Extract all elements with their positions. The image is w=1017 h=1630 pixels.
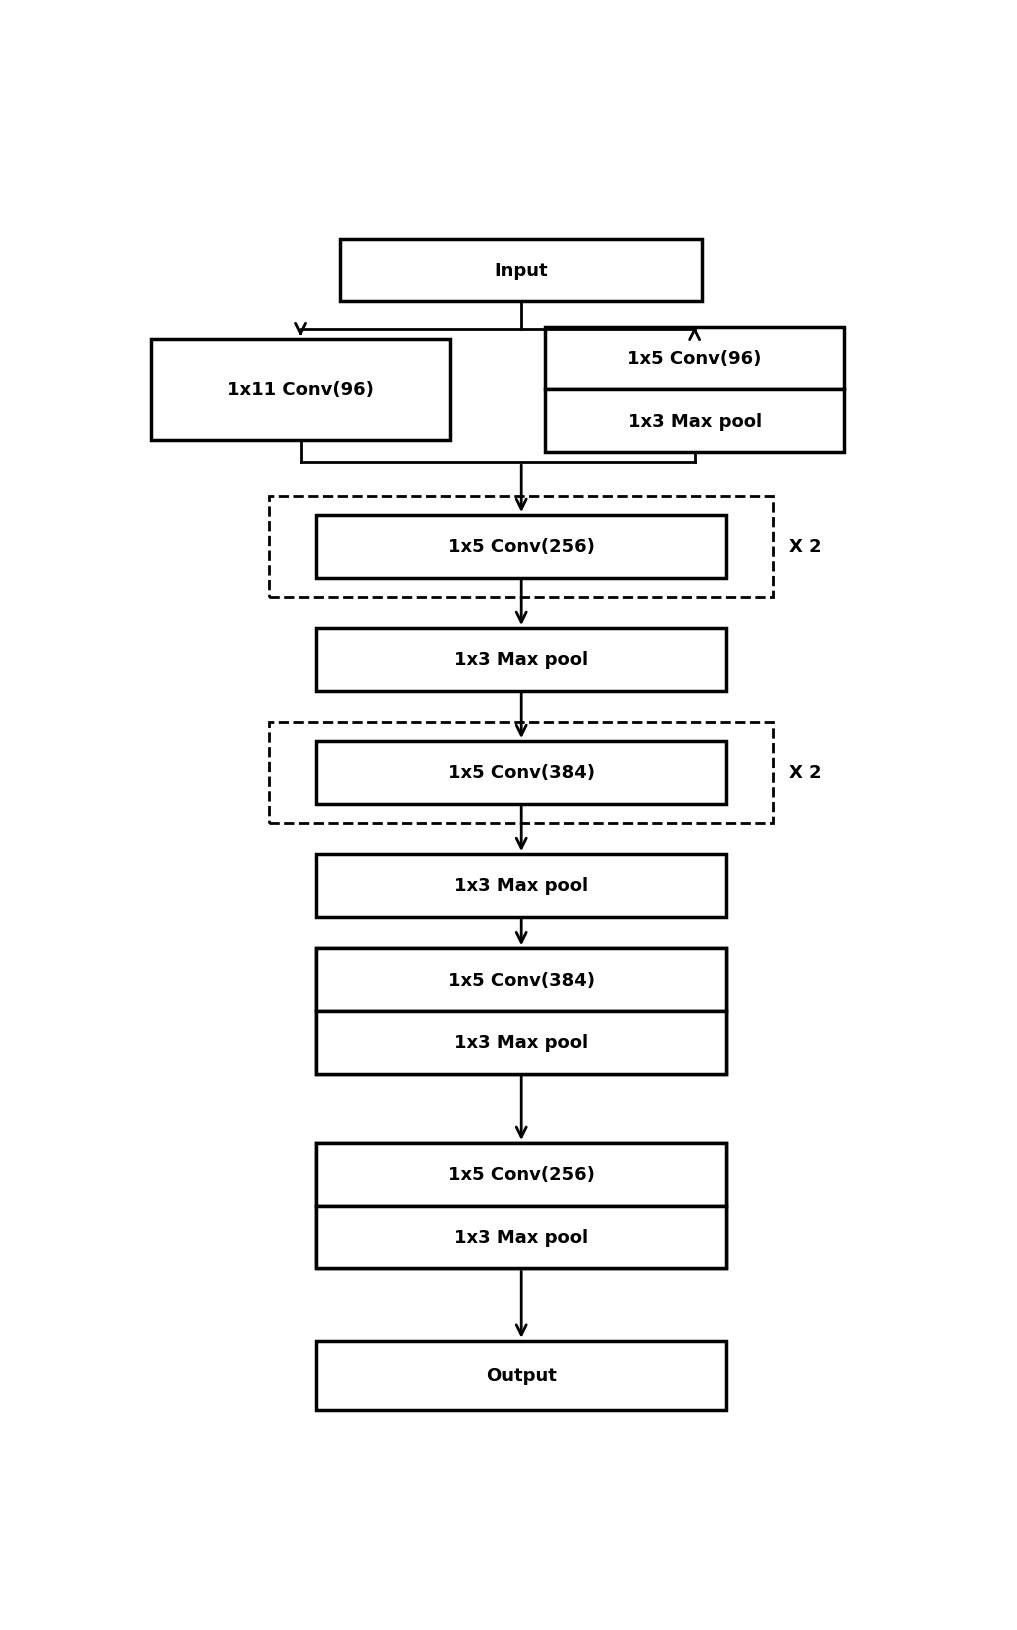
Bar <box>316 742 726 804</box>
Bar <box>316 1011 726 1074</box>
Text: 1x5 Conv(256): 1x5 Conv(256) <box>447 1165 595 1183</box>
Text: 1x3 Max pool: 1x3 Max pool <box>455 1229 588 1247</box>
Bar <box>316 629 726 691</box>
Bar <box>151 341 451 440</box>
Text: 1x3 Max pool: 1x3 Max pool <box>627 412 762 430</box>
Text: 1x3 Max pool: 1x3 Max pool <box>455 650 588 668</box>
Bar <box>268 722 774 823</box>
Text: 1x3 Max pool: 1x3 Max pool <box>455 1033 588 1051</box>
Bar <box>545 390 844 453</box>
Text: 1x5 Conv(384): 1x5 Conv(384) <box>447 971 595 989</box>
Bar <box>316 1143 726 1206</box>
Bar <box>340 240 703 302</box>
Text: 1x5 Conv(256): 1x5 Conv(256) <box>447 538 595 556</box>
Bar <box>316 854 726 918</box>
Text: 1x11 Conv(96): 1x11 Conv(96) <box>227 381 374 399</box>
Text: Input: Input <box>494 262 548 280</box>
Bar <box>316 515 726 579</box>
Bar <box>316 1341 726 1410</box>
Text: 1x3 Max pool: 1x3 Max pool <box>455 877 588 895</box>
Bar <box>316 949 726 1074</box>
Bar <box>316 949 726 1011</box>
Bar <box>316 1143 726 1268</box>
Bar <box>545 328 844 390</box>
Text: 1x5 Conv(96): 1x5 Conv(96) <box>627 350 762 368</box>
Text: 1x5 Conv(384): 1x5 Conv(384) <box>447 764 595 782</box>
Bar <box>316 1206 726 1268</box>
Bar <box>268 497 774 597</box>
Text: Output: Output <box>486 1366 556 1384</box>
Text: X 2: X 2 <box>789 764 822 782</box>
Text: X 2: X 2 <box>789 538 822 556</box>
